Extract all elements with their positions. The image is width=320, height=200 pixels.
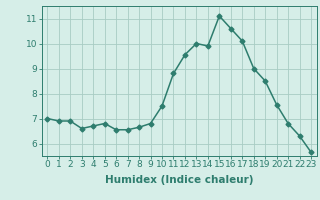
X-axis label: Humidex (Indice chaleur): Humidex (Indice chaleur) bbox=[105, 175, 253, 185]
